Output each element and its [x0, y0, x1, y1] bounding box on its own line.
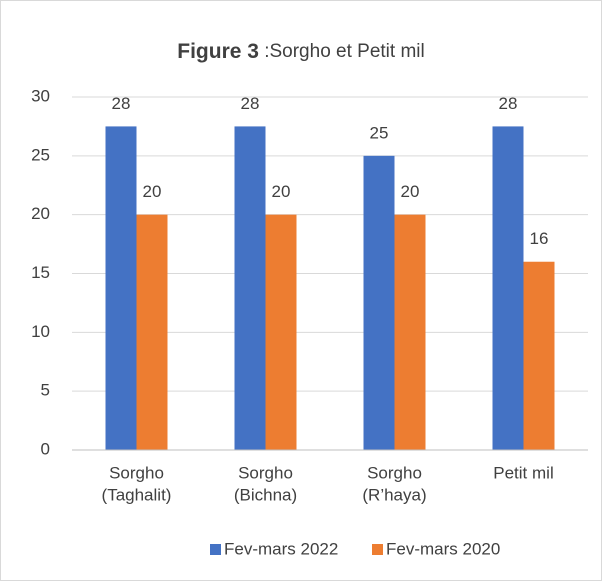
bar: [394, 214, 426, 450]
x-tick-label: (Taghalit): [102, 485, 172, 504]
bar: [234, 126, 266, 451]
bar: [363, 155, 395, 451]
data-label: 16: [530, 229, 549, 248]
bar: [136, 214, 168, 450]
y-tick-label: 30: [31, 86, 50, 105]
y-tick-label: 25: [31, 145, 50, 164]
bar: [105, 126, 137, 451]
legend-label: Fev-mars 2022: [224, 539, 338, 558]
legend-swatch: [372, 544, 383, 555]
y-tick-label: 15: [31, 263, 50, 282]
data-label: 20: [401, 182, 420, 201]
y-tick-label: 10: [31, 322, 50, 341]
y-tick-label: 5: [41, 381, 50, 400]
data-label: 28: [241, 94, 260, 113]
legend-label: Fev-mars 2020: [386, 539, 500, 558]
bar: [523, 261, 555, 450]
title-bold: Figure 3: [177, 40, 259, 63]
bar: [492, 126, 524, 451]
chart-title: Figure 3 :Sorgho et Petit mil: [177, 40, 424, 63]
x-tick-label: Sorgho: [367, 463, 422, 482]
data-label: 28: [112, 94, 131, 113]
data-label: 25: [370, 123, 389, 142]
x-tick-label: Sorgho: [238, 463, 293, 482]
data-label: 20: [272, 182, 291, 201]
y-tick-label: 20: [31, 204, 50, 223]
x-tick-label: Petit mil: [493, 463, 553, 482]
data-label: 20: [143, 182, 162, 201]
data-label: 28: [499, 94, 518, 113]
bar: [265, 214, 297, 450]
y-tick-label: 0: [41, 439, 50, 458]
legend-swatch: [210, 544, 221, 555]
title-rest: :Sorgho et Petit mil: [259, 41, 425, 62]
x-tick-label: (R’haya): [362, 485, 426, 504]
x-tick-label: (Bichna): [234, 485, 297, 504]
x-tick-label: Sorgho: [109, 463, 164, 482]
